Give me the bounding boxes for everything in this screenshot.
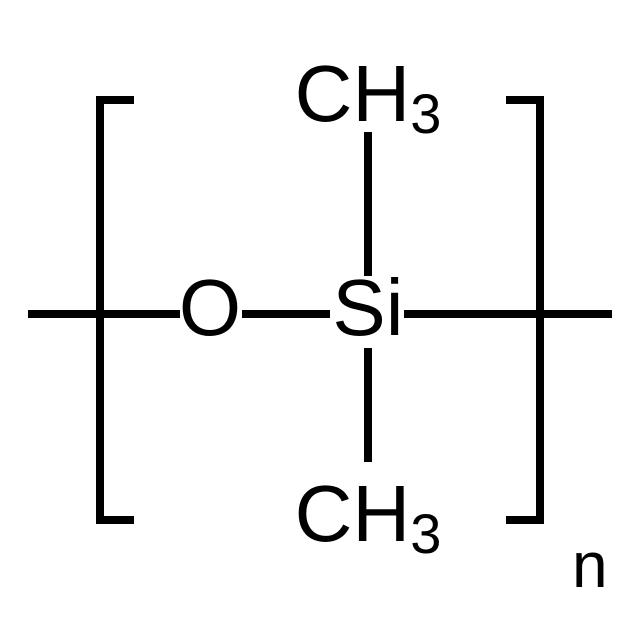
atom-CH3-top: CH3: [295, 49, 442, 145]
chemical-structure: O Si CH3 CH3 n: [0, 0, 640, 628]
atom-CH3-bottom: CH3: [295, 469, 442, 565]
atom-Si: Si: [332, 263, 403, 352]
repeat-subscript-n: n: [572, 529, 608, 601]
atom-O: O: [179, 263, 241, 352]
